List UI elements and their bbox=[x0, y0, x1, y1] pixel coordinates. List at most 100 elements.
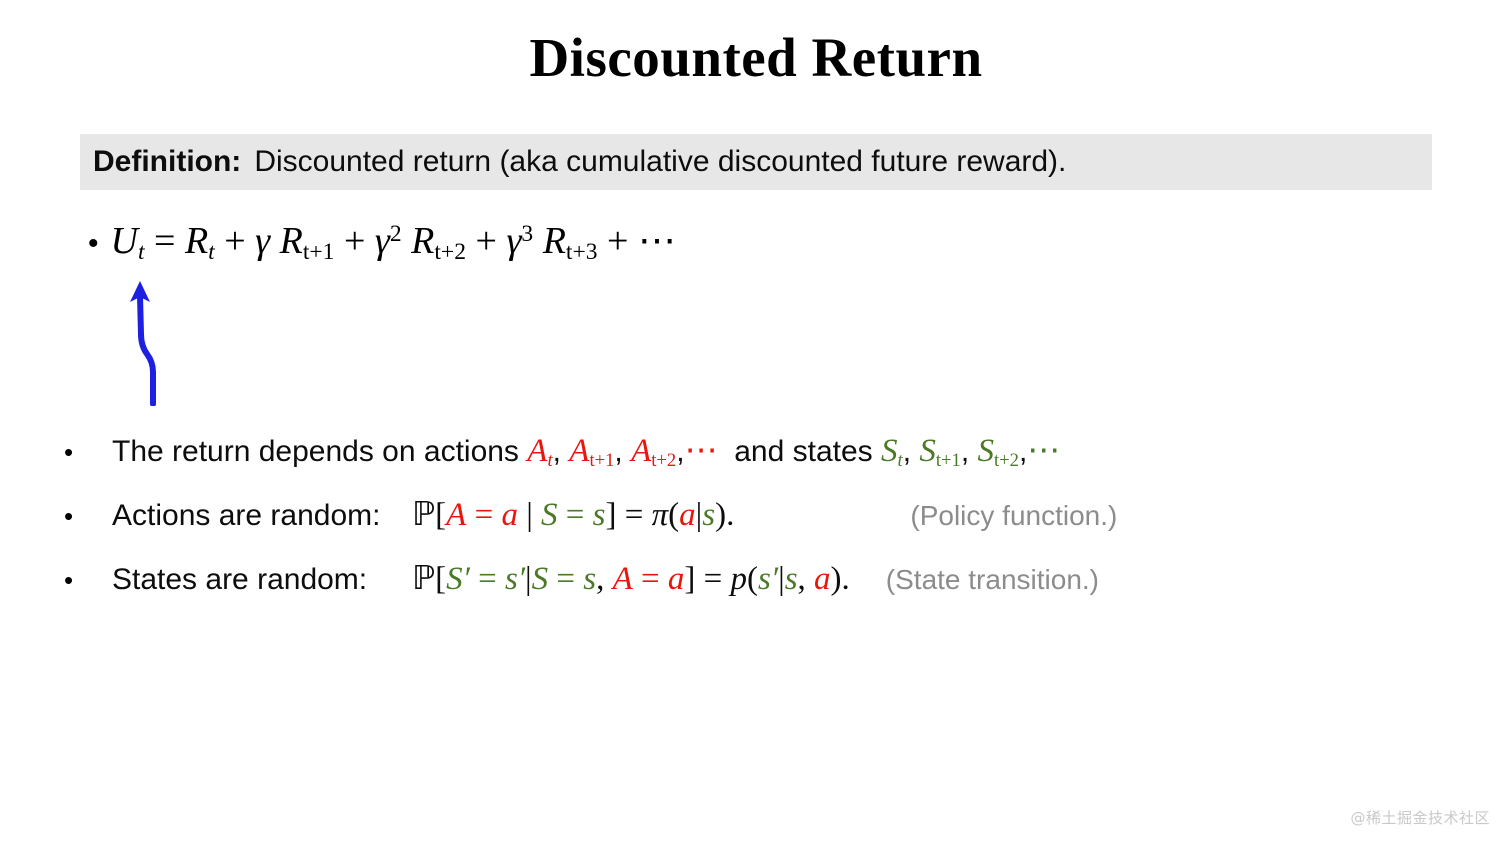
term-1-symbol: R bbox=[279, 220, 303, 262]
comma-s0: , bbox=[902, 435, 920, 468]
policy-state-var: S bbox=[541, 497, 558, 533]
page-title: Discounted Return bbox=[529, 27, 983, 88]
term-3-coefficient: γ bbox=[506, 220, 522, 262]
equation-lhs-subscript: t bbox=[137, 239, 145, 266]
plus-sign-1: + bbox=[214, 220, 256, 262]
blue-up-arrow-icon bbox=[130, 281, 156, 406]
action-symbol-1: A bbox=[569, 433, 590, 469]
bullet-marker: • bbox=[64, 501, 74, 531]
term-2-coefficient: γ bbox=[374, 220, 390, 262]
list-item: • States are random: ℙ[S′ = s′|S = s, A =… bbox=[64, 558, 1464, 598]
bullet-marker: • bbox=[64, 437, 74, 467]
trans-state-var: S bbox=[531, 561, 549, 597]
equation-ellipsis: ⋯ bbox=[637, 220, 676, 262]
term-2-subscript: t+2 bbox=[434, 239, 466, 266]
action-symbol-0: A bbox=[527, 433, 548, 469]
plus-sign-2: + bbox=[334, 220, 375, 262]
policy-action-var: A bbox=[446, 497, 467, 533]
policy-pi-state: s bbox=[702, 497, 716, 533]
plus-sign-3: + bbox=[466, 220, 507, 262]
policy-paren-close: ). bbox=[715, 497, 735, 533]
state-subscript-0: t bbox=[897, 449, 903, 471]
state-symbol-2: S bbox=[977, 433, 994, 469]
term-0-symbol: R bbox=[184, 220, 209, 262]
action-subscript-2: t+2 bbox=[651, 449, 677, 471]
trans-p-comma: , bbox=[797, 561, 815, 597]
bullet-2-lead: Actions are random: bbox=[112, 499, 381, 532]
trans-state-value: s bbox=[583, 561, 597, 597]
policy-state-value: s bbox=[592, 497, 606, 533]
action-subscript-0: t bbox=[547, 449, 553, 471]
space-3 bbox=[533, 220, 543, 262]
equation-bullet-marker: • bbox=[88, 227, 99, 260]
state-subscript-1: t+1 bbox=[935, 449, 961, 471]
trans-paren-open: ( bbox=[747, 561, 759, 597]
comma-a2: , bbox=[676, 435, 685, 468]
term-3-subscript: t+3 bbox=[565, 239, 598, 266]
space3 bbox=[873, 435, 881, 468]
probability-symbol-transition: ℙ[ bbox=[412, 561, 447, 597]
actions-ellipsis: ⋯ bbox=[684, 433, 718, 469]
equation-lhs: U bbox=[110, 220, 138, 262]
discounted-return-equation: • Ut = Rt + γ Rt+1 + γ2 Rt+2 + γ3 Rt+3 +… bbox=[88, 218, 676, 266]
definition-label: Definition: bbox=[93, 145, 242, 178]
policy-action-value: a bbox=[501, 497, 518, 533]
term-3-symbol: R bbox=[542, 220, 566, 262]
comma-a0: , bbox=[552, 435, 570, 468]
trans-state-equals: = bbox=[548, 561, 584, 597]
list-item: • The return depends on actions At, At+1… bbox=[64, 430, 1464, 472]
trans-p-next-state: s′ bbox=[758, 561, 779, 597]
bullet-3-lead: States are random: bbox=[112, 563, 368, 596]
state-subscript-2: t+2 bbox=[993, 449, 1019, 471]
bullet-3-note: (State transition.) bbox=[885, 564, 1099, 595]
comma-a1: , bbox=[614, 435, 632, 468]
plus-sign-4: + bbox=[597, 220, 638, 262]
term-2-exponent: 2 bbox=[389, 220, 402, 247]
trans-bracket-close: ] = bbox=[684, 561, 731, 597]
term-2-symbol: R bbox=[411, 220, 435, 262]
policy-bracket-close: ] = bbox=[605, 497, 652, 533]
policy-condition-bar: | bbox=[517, 497, 542, 533]
action-subscript-1: t+1 bbox=[589, 449, 615, 471]
comma-s1: , bbox=[960, 435, 978, 468]
trans-next-state-value: s′ bbox=[504, 561, 526, 597]
equals-sign: = bbox=[144, 220, 185, 262]
bullet-marker: • bbox=[64, 565, 74, 595]
policy-action-equals: = bbox=[466, 497, 502, 533]
trans-p-state: s bbox=[784, 561, 798, 597]
trans-condition-bar: | bbox=[525, 561, 532, 597]
state-symbol-1: S bbox=[919, 433, 936, 469]
states-ellipsis: ⋯ bbox=[1027, 433, 1061, 469]
trans-p-action: a bbox=[814, 561, 831, 597]
space-1 bbox=[270, 220, 280, 262]
definition-banner: Definition: Discounted return (aka cumul… bbox=[80, 134, 1432, 190]
trans-p-symbol: p bbox=[730, 561, 748, 597]
policy-state-equals: = bbox=[557, 497, 593, 533]
action-symbol-2: A bbox=[631, 433, 652, 469]
policy-pi-symbol: π bbox=[651, 497, 669, 533]
list-item: • Actions are random: ℙ[A = a | S = s] = … bbox=[64, 494, 1464, 534]
trans-next-state-var: S′ bbox=[446, 561, 470, 597]
trans-action-value: a bbox=[667, 561, 685, 597]
bullet-1-lead: The return depends on actions bbox=[112, 435, 519, 468]
watermark: @稀土掘金技术社区 bbox=[1350, 809, 1490, 827]
trans-next-equals: = bbox=[469, 561, 505, 597]
bullet-1-middle: and states bbox=[734, 435, 873, 468]
comma-s2: , bbox=[1018, 435, 1028, 468]
trans-action-var: A bbox=[612, 561, 633, 597]
bullet-2-text: Actions are random: ℙ[A = a | S = s] = π(… bbox=[112, 494, 1117, 534]
term-1-coefficient: γ bbox=[255, 220, 271, 262]
policy-pi-bar: | bbox=[695, 497, 703, 533]
trans-p-bar: | bbox=[778, 561, 785, 597]
bullet-3-text: States are random: ℙ[S′ = s′|S = s, A = a… bbox=[112, 558, 1099, 598]
bullet-1-text: The return depends on actions At, At+1, … bbox=[112, 430, 1060, 472]
space2 bbox=[718, 435, 735, 468]
term-0-subscript: t bbox=[208, 239, 215, 266]
policy-paren-open: ( bbox=[668, 497, 680, 533]
bullet-2-note: (Policy function.) bbox=[910, 500, 1118, 531]
equation-formula: Ut = Rt + γ Rt+1 + γ2 Rt+2 + γ3 Rt+3 + ⋯ bbox=[111, 218, 676, 266]
term-3-exponent: 3 bbox=[521, 220, 534, 247]
term-1-subscript: t+1 bbox=[302, 239, 335, 266]
space-2 bbox=[402, 220, 412, 262]
trans-paren-close: ). bbox=[830, 561, 850, 597]
